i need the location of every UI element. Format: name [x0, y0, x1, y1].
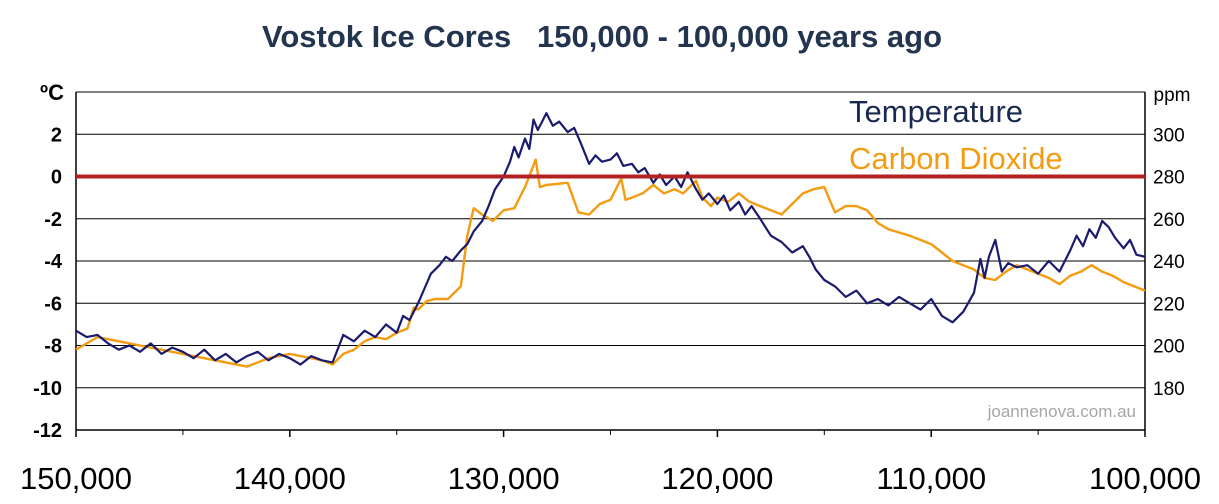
x-tick-label: 100,000 — [1089, 461, 1201, 496]
left-tick-label: -10 — [33, 378, 62, 400]
series-layer — [75, 111, 1146, 368]
x-tick-labels: 150,000 140,000 130,000 120,000 110,000 100,0… — [20, 461, 1201, 496]
left-tick-labels: -12 -10 -8 -6 -4 -2 0 2 — [33, 124, 63, 442]
right-axis-unit-label: ppm — [1154, 85, 1191, 106]
right-tick-label: 260 — [1153, 210, 1185, 231]
left-tick-label: -8 — [44, 336, 62, 358]
chart-title: Vostok Ice Cores 150,000 - 100,000 years… — [262, 19, 942, 54]
x-tick-label: 110,000 — [876, 461, 986, 496]
legend-temperature: Temperature — [849, 94, 1023, 129]
x-tick-label: 140,000 — [234, 461, 346, 496]
right-tick-label: 240 — [1153, 252, 1185, 273]
left-tick-label: 2 — [51, 124, 62, 146]
series-line-temperature — [75, 111, 1146, 366]
axes — [75, 92, 1146, 437]
grid-lines — [76, 91, 1145, 431]
right-tick-label: 300 — [1153, 125, 1185, 146]
left-tick-label: 0 — [51, 167, 62, 189]
watermark: joannenova.com.au — [987, 402, 1136, 421]
series-line-carbon-dioxide — [75, 158, 1146, 368]
x-tick-label: 120,000 — [661, 461, 773, 496]
right-tick-label: 220 — [1153, 294, 1185, 315]
left-tick-label: -6 — [44, 293, 62, 315]
x-tick-label: 130,000 — [448, 461, 560, 496]
left-tick-label: -2 — [44, 209, 62, 231]
right-tick-labels: 180 200 220 240 260 280 300 — [1153, 125, 1185, 400]
left-axis-unit-label: ºC — [40, 80, 64, 105]
left-tick-label: -12 — [33, 420, 62, 442]
legend-carbon-dioxide: Carbon Dioxide — [849, 141, 1063, 176]
x-tick-label: 150,000 — [20, 461, 132, 496]
right-tick-label: 180 — [1153, 379, 1185, 400]
right-tick-label: 200 — [1153, 337, 1185, 358]
left-tick-label: -4 — [44, 251, 63, 273]
right-tick-label: 280 — [1153, 168, 1185, 189]
